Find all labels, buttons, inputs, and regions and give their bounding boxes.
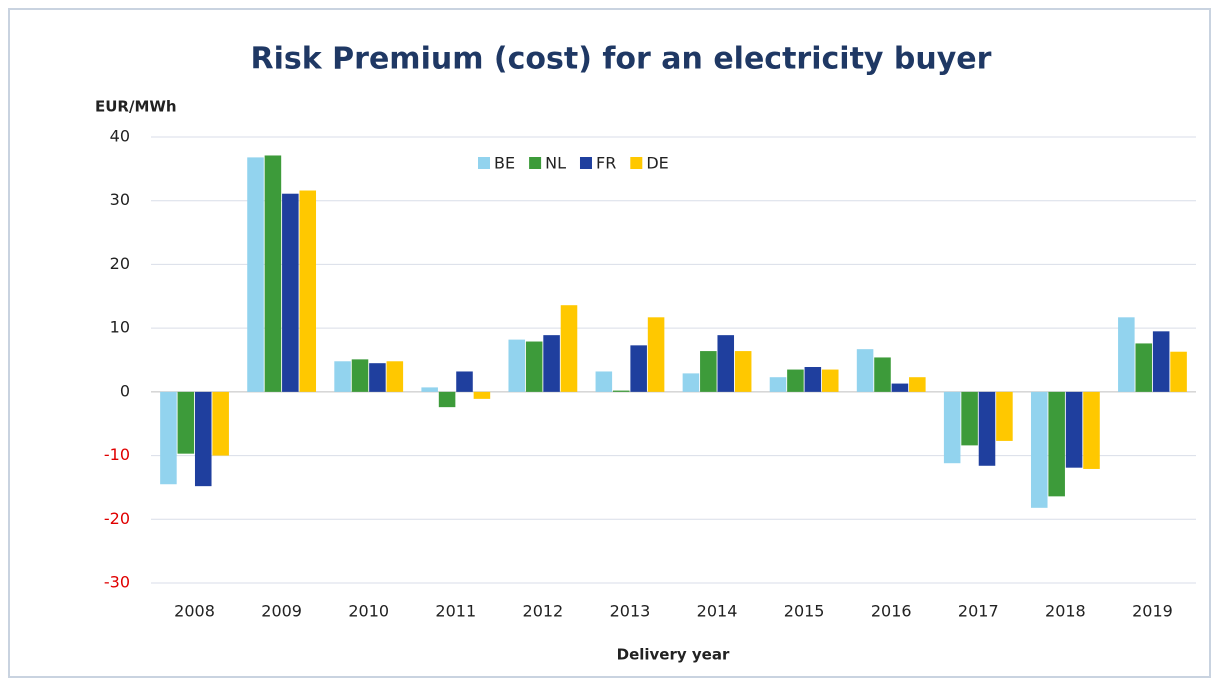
- bar: [734, 351, 752, 392]
- y-tick-label: 30: [110, 190, 130, 209]
- bar: [595, 371, 613, 392]
- bar: [1152, 331, 1170, 392]
- legend-label: BE: [494, 154, 515, 173]
- x-tick-label: 2014: [697, 602, 738, 621]
- y-tick-label: -30: [104, 573, 130, 592]
- bar: [543, 335, 560, 392]
- legend-label: FR: [596, 154, 616, 173]
- legend-swatch: [529, 157, 542, 169]
- bar: [247, 157, 264, 392]
- bar: [996, 391, 1013, 441]
- bar: [821, 369, 839, 392]
- x-tick-label: 2010: [348, 602, 389, 621]
- x-tick-label: 2016: [871, 602, 912, 621]
- x-axis-label: Delivery year: [617, 646, 730, 664]
- bar: [508, 339, 526, 392]
- x-tick-label: 2011: [435, 602, 476, 621]
- y-tick-label: 20: [110, 254, 130, 273]
- bar: [1170, 351, 1187, 392]
- x-tick-label: 2018: [1045, 602, 1086, 621]
- bar: [943, 391, 961, 464]
- y-axis-label: EUR/MWh: [95, 98, 177, 116]
- x-tick-label: 2009: [261, 602, 302, 621]
- bar: [630, 345, 647, 392]
- bar: [1118, 317, 1135, 392]
- bar: [769, 377, 787, 392]
- bar: [194, 391, 212, 487]
- bar: [804, 367, 822, 392]
- bar: [560, 305, 578, 392]
- x-tick-label: 2017: [958, 602, 999, 621]
- bar: [1135, 343, 1153, 392]
- bar: [909, 377, 926, 392]
- x-tick-label: 2008: [174, 602, 215, 621]
- bar: [700, 351, 717, 392]
- bar: [421, 387, 438, 392]
- bar: [212, 391, 229, 456]
- x-tick-label: 2012: [523, 602, 564, 621]
- chart-frame: [8, 8, 1211, 678]
- legend-swatch: [579, 157, 592, 169]
- legend-swatch: [478, 157, 490, 169]
- x-tick-label: 2013: [610, 602, 651, 621]
- x-tick-label: 2015: [784, 602, 825, 621]
- bar: [334, 361, 351, 392]
- legend-label: DE: [646, 154, 668, 173]
- bar: [264, 155, 282, 392]
- bar: [787, 369, 804, 392]
- x-tick-label: 2019: [1132, 602, 1173, 621]
- bar: [856, 349, 874, 392]
- legend-swatch: [630, 157, 643, 169]
- legend-label: NL: [545, 154, 566, 173]
- bar: [456, 371, 473, 392]
- bar: [177, 391, 195, 454]
- y-tick-label: 40: [110, 127, 130, 146]
- bar: [647, 317, 665, 392]
- bar: [438, 391, 456, 408]
- bar: [961, 391, 978, 446]
- bar: [351, 359, 369, 392]
- bar: [386, 361, 404, 392]
- bar: [717, 335, 735, 392]
- y-tick-label: 10: [110, 318, 130, 337]
- bar: [891, 383, 909, 392]
- y-tick-label: 0: [120, 381, 130, 400]
- bar: [1065, 391, 1083, 468]
- bar: [369, 363, 386, 392]
- bar: [1030, 391, 1048, 508]
- bar: [612, 390, 630, 392]
- y-tick-label: -20: [104, 509, 130, 528]
- bar: [874, 357, 891, 392]
- chart-title: Risk Premium (cost) for an electricity b…: [251, 42, 992, 77]
- bar: [282, 193, 299, 392]
- bar: [1048, 391, 1065, 497]
- bar: [160, 391, 177, 485]
- bar: [473, 391, 491, 399]
- bar: [682, 373, 700, 392]
- bar: [978, 391, 996, 466]
- y-tick-label: -10: [104, 445, 130, 464]
- bar: [525, 341, 543, 392]
- bar: [299, 190, 317, 392]
- bar: [1083, 391, 1100, 469]
